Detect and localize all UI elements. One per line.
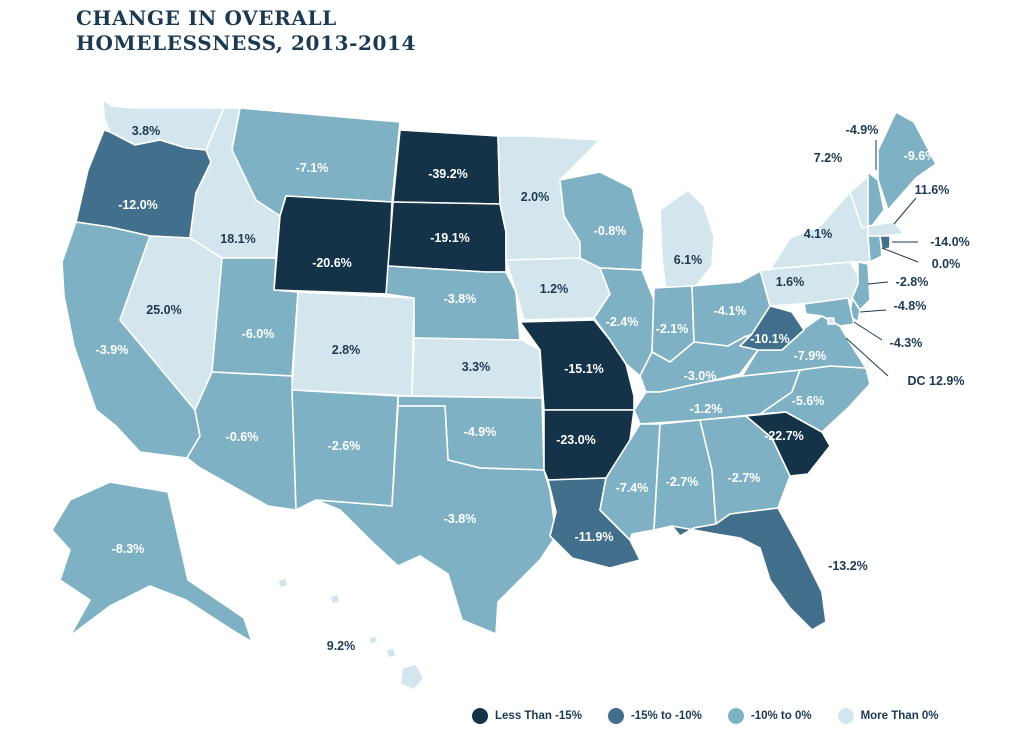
- state-label-id: 18.1%: [220, 232, 255, 246]
- state-md: [803, 297, 855, 327]
- state-label-ne: -3.8%: [444, 292, 477, 306]
- legend-swatch: [727, 708, 744, 724]
- leader-line-md: [853, 321, 883, 341]
- state-label-wa: 3.8%: [132, 124, 161, 138]
- state-label-nh: -4.9%: [846, 123, 879, 137]
- state-label-ga: -2.7%: [728, 471, 761, 485]
- state-label-ut: -6.0%: [242, 327, 275, 341]
- state-labels: 3.8% -12.0% -3.9% 18.1% 25.0% -7.1% -20.6% -6.0…: [96, 123, 970, 653]
- state-label-wy: -20.6%: [312, 256, 352, 270]
- leader-line-ct: [881, 247, 919, 263]
- leader-lines: [845, 140, 919, 377]
- state-label-va: -7.9%: [794, 349, 827, 363]
- state-wv: [739, 305, 805, 351]
- legend: Less Than -15% -15% to -10% -10% to 0% M…: [472, 708, 939, 724]
- state-hi: [277, 577, 425, 691]
- state-wy: [273, 195, 393, 295]
- legend-label: -10% to 0%: [750, 710, 812, 722]
- state-label-tx: -3.8%: [444, 512, 477, 526]
- legend-item-10-to-0: -10% to 0%: [727, 708, 812, 724]
- legend-swatch: [837, 708, 854, 724]
- state-tx: [315, 405, 557, 635]
- legend-item-more-than-0: More Than 0%: [837, 708, 939, 724]
- legend-item-15-to-10: -15% to -10%: [607, 708, 702, 724]
- state-label-mo: -15.1%: [564, 362, 604, 376]
- state-label-vt: 7.2%: [814, 151, 843, 165]
- state-label-oh: -4.1%: [714, 304, 747, 318]
- state-mi: [659, 189, 715, 291]
- state-nh: [867, 171, 885, 227]
- state-label-ri: -14.0%: [930, 235, 970, 249]
- state-label-ms: -7.4%: [616, 481, 649, 495]
- state-label-ky: -3.0%: [684, 369, 717, 383]
- state-label-ma: 11.6%: [915, 183, 950, 197]
- state-label-ny: 4.1%: [804, 227, 833, 241]
- state-label-ok: -4.9%: [464, 425, 497, 439]
- state-ma: [867, 221, 905, 237]
- state-label-co: 2.8%: [332, 343, 361, 357]
- leader-line-nj: [867, 281, 889, 285]
- state-label-az: -0.6%: [226, 430, 259, 444]
- legend-swatch: [607, 708, 624, 724]
- state-label-al: -2.7%: [666, 475, 699, 489]
- state-label-ar: -23.0%: [556, 433, 596, 447]
- state-label-mi: 6.1%: [674, 253, 703, 267]
- state-label-dc: DC 12.9%: [908, 374, 965, 388]
- state-label-ct: 0.0%: [932, 257, 961, 271]
- state-label-wi: -0.8%: [594, 224, 627, 238]
- map-title: CHANGE IN OVERALL HOMELESSNESS, 2013-201…: [76, 6, 416, 56]
- state-label-fl: -13.2%: [828, 559, 868, 573]
- leader-line-ma: [893, 197, 917, 225]
- state-label-pa: 1.6%: [776, 275, 805, 289]
- legend-label: -15% to -10%: [630, 710, 702, 722]
- legend-label: More Than 0%: [860, 710, 939, 722]
- state-label-md: -4.3%: [890, 336, 923, 350]
- state-il: [593, 267, 655, 377]
- state-label-mn: 2.0%: [521, 190, 550, 204]
- leader-line-de: [859, 309, 887, 313]
- state-label-nv: 25.0%: [146, 303, 181, 317]
- state-fl: [671, 507, 827, 631]
- state-label-ia: 1.2%: [540, 282, 569, 296]
- state-label-de: -4.8%: [894, 299, 927, 313]
- state-label-la: -11.9%: [575, 530, 614, 544]
- state-label-ak: -8.3%: [112, 542, 145, 556]
- state-label-hi: 9.2%: [327, 639, 356, 653]
- map-title-line-1: CHANGE IN OVERALL: [76, 6, 337, 30]
- state-label-ca: -3.9%: [96, 343, 129, 357]
- state-ak: [51, 481, 253, 643]
- state-label-nd: -39.2%: [428, 167, 468, 181]
- state-me: [877, 111, 937, 211]
- legend-swatch: [472, 708, 488, 724]
- state-label-ks: 3.3%: [462, 360, 491, 374]
- state-label-tn: -1.2%: [690, 402, 723, 416]
- state-nc: [759, 365, 871, 433]
- us-map: 3.8% -12.0% -3.9% 18.1% 25.0% -7.1% -20.6% -6.0…: [51, 99, 970, 691]
- state-label-sc: -22.7%: [764, 429, 804, 443]
- state-label-nj: -2.8%: [896, 275, 929, 289]
- state-dc: [827, 317, 835, 325]
- state-shapes: [51, 99, 937, 691]
- map-title-line-2: HOMELESSNESS, 2013-2014: [76, 31, 417, 55]
- state-label-sd: -19.1%: [430, 231, 470, 245]
- state-ct: [867, 235, 883, 263]
- legend-label: Less Than -15%: [495, 710, 582, 722]
- state-label-or: -12.0%: [118, 198, 158, 212]
- state-label-in: -2.1%: [656, 322, 689, 336]
- state-label-wv: -10.1%: [750, 332, 790, 346]
- leader-line-dc: [845, 337, 889, 377]
- state-label-il: -2.4%: [606, 315, 639, 329]
- state-label-me: -9.6%: [904, 149, 937, 163]
- state-label-nc: -5.6%: [792, 394, 825, 408]
- state-label-mt: -7.1%: [296, 161, 329, 175]
- legend-item-less-than-15: Less Than -15%: [472, 708, 582, 724]
- state-label-nm: -2.6%: [328, 439, 361, 453]
